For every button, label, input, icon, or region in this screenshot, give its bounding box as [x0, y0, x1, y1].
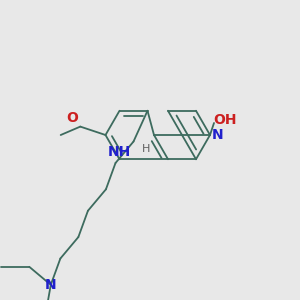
Text: N: N [212, 128, 224, 142]
Text: O: O [66, 111, 78, 124]
Text: N: N [45, 278, 57, 292]
Text: NH: NH [107, 145, 130, 159]
Text: OH: OH [213, 113, 236, 127]
Text: H: H [142, 144, 150, 154]
